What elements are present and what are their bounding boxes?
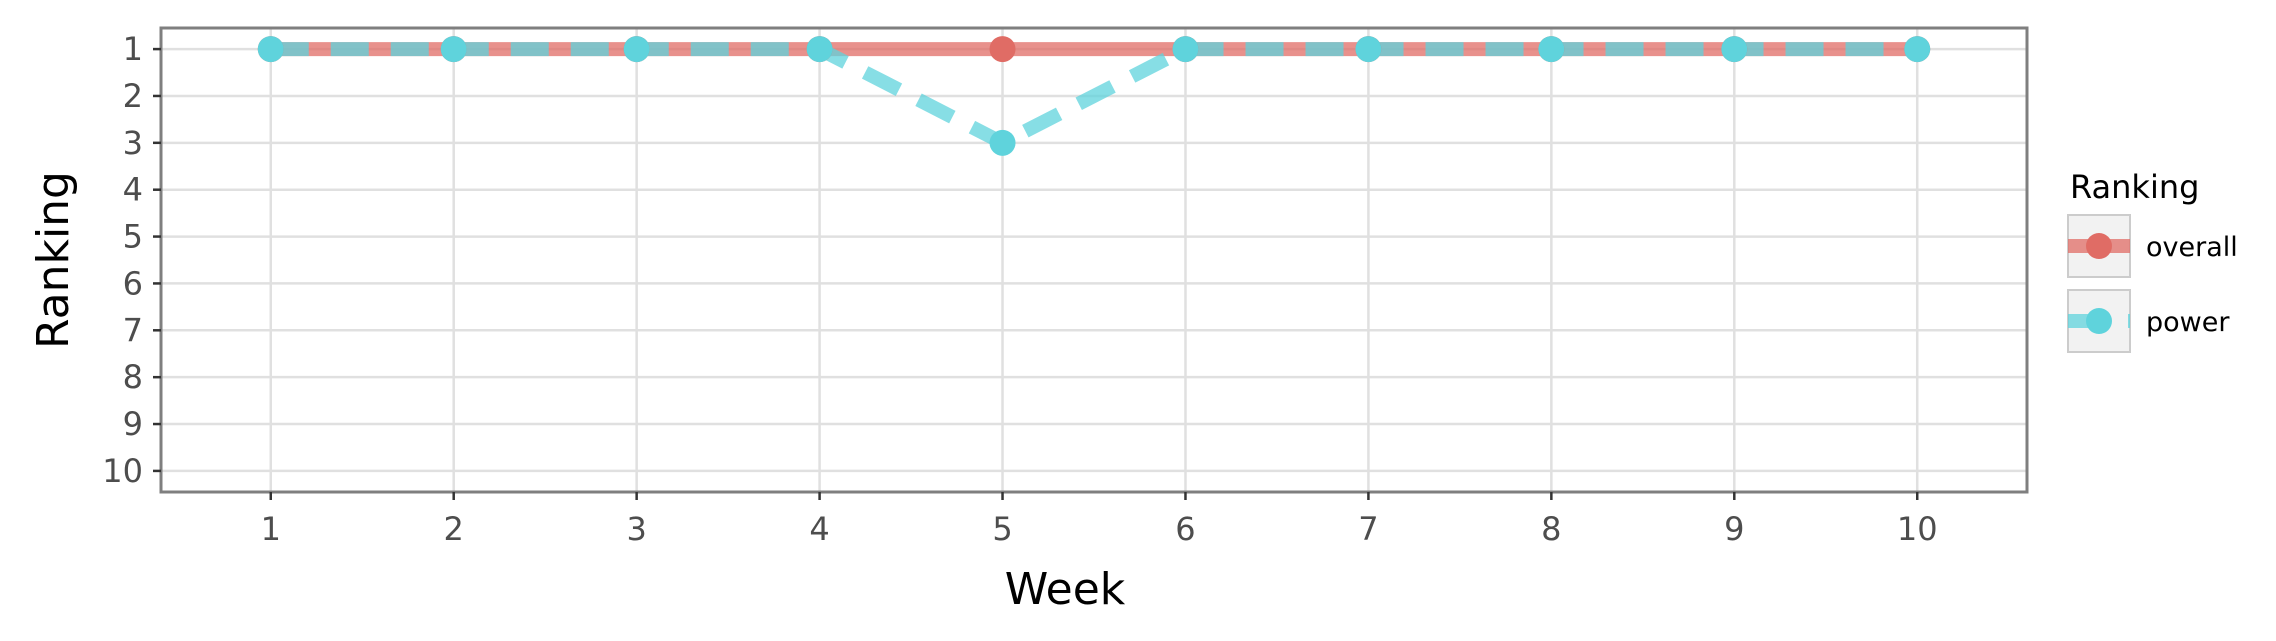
y-axis-title: Ranking <box>28 171 79 349</box>
legend-items: overall power <box>2067 214 2238 353</box>
y-tick-label: 9 <box>123 405 143 443</box>
data-point-power <box>1172 36 1199 63</box>
x-axis-ticks: 1 2 3 4 5 6 7 8 9 10 <box>261 492 1938 548</box>
data-point-power <box>806 36 833 63</box>
legend-key-point <box>2086 233 2112 259</box>
y-tick-label: 6 <box>123 264 143 302</box>
x-tick-label: 10 <box>1897 510 1938 548</box>
series-points <box>257 36 1931 156</box>
y-tick-label: 7 <box>123 311 143 349</box>
data-point-power <box>989 129 1016 156</box>
x-tick-label: 3 <box>626 510 646 548</box>
x-axis-title: Week <box>1005 564 1126 615</box>
legend-item-power: power <box>2067 289 2230 353</box>
data-point-overall <box>989 36 1016 63</box>
x-tick-label: 9 <box>1724 510 1744 548</box>
x-tick-label: 7 <box>1358 510 1378 548</box>
x-tick-label: 4 <box>809 510 829 548</box>
plot-panel <box>161 28 2027 492</box>
y-tick-label: 10 <box>102 452 143 490</box>
x-tick-label: 1 <box>261 510 281 548</box>
legend-label: overall <box>2146 232 2238 263</box>
data-point-power <box>1721 36 1748 63</box>
y-tick-label: 5 <box>123 218 143 256</box>
data-point-power <box>440 36 467 63</box>
plot-border <box>159 26 2029 494</box>
legend-label: power <box>2146 307 2230 338</box>
data-point-power <box>1904 36 1931 63</box>
series-lines <box>270 42 1918 150</box>
x-tick-label: 8 <box>1541 510 1561 548</box>
data-point-power <box>257 36 284 63</box>
legend: Ranking overall power <box>2067 168 2238 353</box>
legend-key-point <box>2086 308 2112 334</box>
legend-item-overall: overall <box>2067 214 2238 278</box>
y-tick-label: 1 <box>123 30 143 68</box>
series-line-power <box>270 42 1918 150</box>
y-tick-label: 4 <box>123 171 143 209</box>
data-point-power <box>1538 36 1565 63</box>
y-axis-ticks: 1 2 3 4 5 6 7 8 9 10 <box>102 30 161 490</box>
x-tick-label: 5 <box>992 510 1012 548</box>
y-tick-label: 3 <box>123 124 143 162</box>
y-tick-label: 2 <box>123 77 143 115</box>
y-tick-label: 8 <box>123 358 143 396</box>
x-tick-label: 2 <box>444 510 464 548</box>
x-tick-label: 6 <box>1175 510 1195 548</box>
data-point-power <box>1355 36 1382 63</box>
legend-title: Ranking <box>2070 168 2199 206</box>
data-point-power <box>623 36 650 63</box>
